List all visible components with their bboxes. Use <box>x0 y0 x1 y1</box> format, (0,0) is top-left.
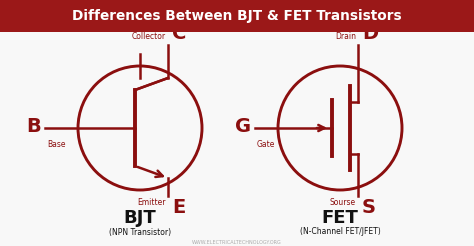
Text: Collector: Collector <box>132 32 166 41</box>
Text: Drain: Drain <box>335 32 356 41</box>
Text: Emitter: Emitter <box>137 198 166 207</box>
Text: D: D <box>362 24 378 43</box>
Text: Sourse: Sourse <box>330 198 356 207</box>
Text: WWW.ELECTRICALTECHNOLOGY.ORG: WWW.ELECTRICALTECHNOLOGY.ORG <box>192 241 282 246</box>
Text: Differences Between BJT & FET Transistors: Differences Between BJT & FET Transistor… <box>72 9 402 23</box>
Text: C: C <box>172 24 186 43</box>
Text: BJT: BJT <box>124 209 156 227</box>
Text: E: E <box>172 198 185 217</box>
Text: G: G <box>235 117 251 136</box>
Text: (N-Channel FET/JFET): (N-Channel FET/JFET) <box>300 228 380 236</box>
Bar <box>0 0 474 32</box>
Text: B: B <box>26 117 41 136</box>
Text: FET: FET <box>321 209 358 227</box>
Text: Base: Base <box>47 140 65 149</box>
Text: (NPN Transistor): (NPN Transistor) <box>109 228 171 236</box>
Text: S: S <box>362 198 376 217</box>
Text: Gate: Gate <box>257 140 275 149</box>
